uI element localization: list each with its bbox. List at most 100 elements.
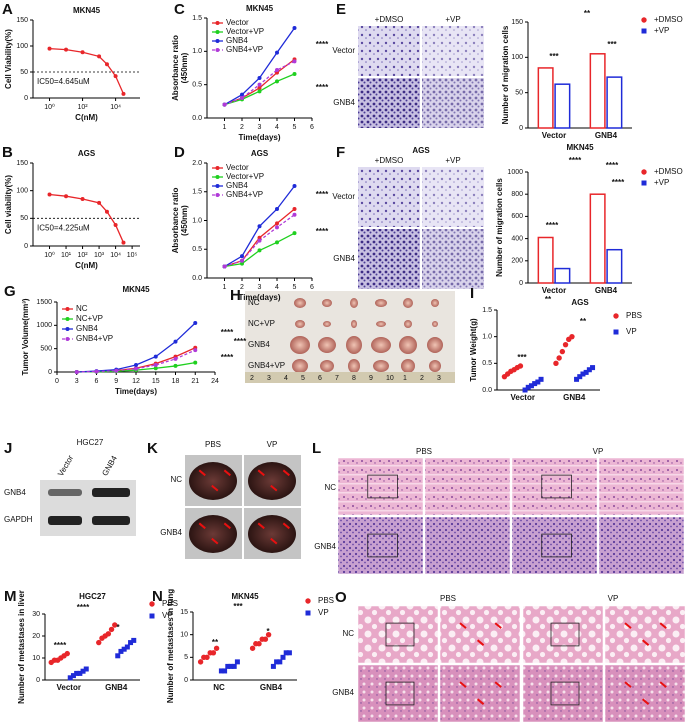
row-label: NC+VP <box>248 319 275 328</box>
liver <box>189 515 237 553</box>
tumor <box>322 299 332 307</box>
point <box>583 369 589 375</box>
point <box>193 321 198 325</box>
point <box>275 240 279 245</box>
point <box>112 622 118 628</box>
significance: **** <box>606 161 619 170</box>
tumor <box>376 321 386 327</box>
lane-label: Vector <box>56 453 75 477</box>
point <box>286 650 292 656</box>
y-axis-label: Cell viability(%) <box>4 175 13 234</box>
point <box>222 264 227 269</box>
series-line <box>49 47 125 95</box>
bar <box>537 236 554 284</box>
panel-label: J <box>4 440 12 457</box>
x-tick-label: Vector <box>542 131 566 140</box>
band <box>48 489 82 496</box>
point <box>173 363 178 368</box>
tumor <box>371 337 391 353</box>
arrow <box>198 469 206 477</box>
point <box>528 383 534 389</box>
x-tick-label: GNB4 <box>105 683 128 692</box>
y-axis-label: Cell Viability(%) <box>4 29 13 89</box>
point <box>257 86 262 90</box>
point <box>70 673 76 679</box>
legend-marker <box>215 39 220 43</box>
point <box>80 196 85 201</box>
x-tick-label: 10⁰ <box>44 103 55 111</box>
y-tick-label: 0.5 <box>192 246 202 253</box>
tumor <box>350 298 358 308</box>
point <box>292 184 297 188</box>
micrograph <box>357 605 439 664</box>
legend-marker <box>65 327 70 331</box>
panel-label: N <box>152 588 163 605</box>
column-label: PBS <box>416 447 432 456</box>
row-label: Vector <box>332 46 355 55</box>
x-tick-label: Vector <box>57 683 81 692</box>
y-tick-label: 800 <box>511 191 523 198</box>
legend-marker <box>65 317 70 321</box>
point <box>173 356 178 361</box>
legend-label: GNB4+VP <box>226 45 263 54</box>
arrow <box>211 484 219 492</box>
x-tick-label: Vector <box>542 286 566 295</box>
row-label: GNB4 <box>160 528 182 537</box>
arrow <box>257 522 265 530</box>
point <box>249 645 256 651</box>
significance: **** <box>234 337 247 346</box>
legend-label: GNB4+VP <box>226 190 263 199</box>
row-label: NC <box>324 483 336 492</box>
ruler-number: 1 <box>403 375 407 382</box>
y-tick-label: 1.5 <box>192 15 202 22</box>
micrograph <box>424 516 511 575</box>
y-tick-label: 1000 <box>507 169 523 176</box>
panel-label: D <box>174 144 185 161</box>
legend-marker <box>149 613 155 619</box>
point <box>118 648 124 654</box>
y-tick-label: 10 <box>180 632 188 639</box>
panel-label: M <box>4 588 17 605</box>
point <box>104 62 109 67</box>
legend-label: GNB4 <box>226 36 248 45</box>
arrow <box>659 622 667 629</box>
y-tick-label: 100 <box>511 54 523 61</box>
point <box>590 365 596 371</box>
point <box>535 379 541 385</box>
point <box>222 668 228 674</box>
legend-marker <box>641 28 647 34</box>
point <box>240 258 244 263</box>
y-tick-label: 1.0 <box>482 334 492 341</box>
tumor <box>346 336 362 354</box>
significance: ** <box>584 9 591 18</box>
zoom-box <box>541 474 572 499</box>
ruler-number: 4 <box>284 375 288 382</box>
tumor <box>432 321 438 327</box>
row-label: GNB4 <box>333 254 355 263</box>
point <box>104 209 109 214</box>
x-tick-label: GNB4 <box>563 393 586 402</box>
point <box>83 666 89 672</box>
significance: *** <box>607 40 617 49</box>
legend-marker <box>613 329 619 335</box>
point <box>228 663 234 669</box>
point <box>193 348 198 353</box>
y-tick-label: 200 <box>511 258 523 265</box>
y-tick-label: 150 <box>16 17 28 24</box>
tumor <box>323 321 331 327</box>
arrow <box>270 484 278 492</box>
y-tick-label: 0.5 <box>192 82 202 89</box>
point <box>574 376 580 382</box>
point <box>64 194 69 199</box>
point <box>538 376 544 382</box>
point <box>74 370 79 374</box>
point <box>74 670 80 676</box>
point <box>173 339 178 344</box>
x-tick-label: GNB4 <box>260 683 283 692</box>
arrow <box>624 681 632 688</box>
chart-title: HGC27 <box>79 592 106 601</box>
point <box>562 341 569 348</box>
column-label: +VP <box>445 156 460 165</box>
legend-marker <box>215 184 220 188</box>
arrow <box>257 469 265 477</box>
